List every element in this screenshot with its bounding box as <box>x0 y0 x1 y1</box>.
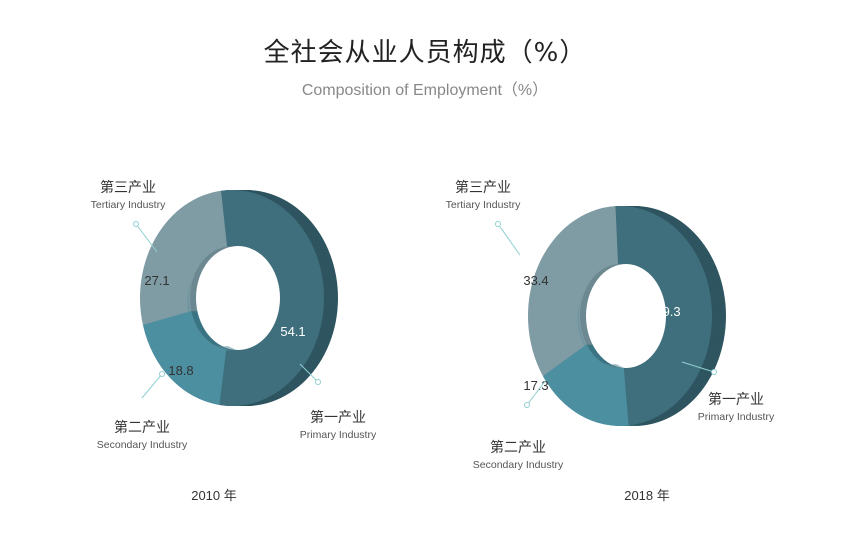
category-label-cn-secondary: 第二产业 <box>490 439 546 456</box>
slice-secondary <box>542 344 629 426</box>
slice-tertiary <box>140 190 227 325</box>
leader-line-primary <box>299 363 319 383</box>
leader-dot-tertiary <box>495 221 501 227</box>
leader-dot-secondary <box>524 402 530 408</box>
category-label-cn-tertiary: 第三产业 <box>100 179 156 196</box>
slice-tertiary <box>528 206 619 377</box>
value-label-secondary: 17.3 <box>523 378 548 393</box>
category-label-en-secondary: Secondary Industry <box>473 459 564 471</box>
donut-chart-2: 49.3 第一产业 Primary Industry 17.3 第二产业 Secondar… <box>446 179 775 503</box>
value-label-primary: 49.3 <box>655 304 680 319</box>
leader-line-secondary <box>526 379 547 406</box>
leader-dot-primary <box>315 379 321 385</box>
leader-line-tertiary <box>497 223 521 256</box>
donut-chart-1: 54.1 第一产业 Primary Industry 18.8 第二产业 Secondar… <box>91 179 377 503</box>
value-label-primary: 54.1 <box>280 324 305 339</box>
category-label-en-tertiary: Tertiary Industry <box>91 199 166 211</box>
category-label-en-primary: Primary Industry <box>698 411 775 423</box>
category-label-cn-secondary: 第二产业 <box>114 419 170 436</box>
leader-line-primary <box>681 361 715 373</box>
donut-hole <box>196 246 280 350</box>
value-label-secondary: 18.8 <box>168 363 193 378</box>
leader-dot-primary <box>711 369 717 375</box>
chart-subtitle: Composition of Employment（%） <box>301 82 549 99</box>
leader-dot-secondary <box>159 371 165 377</box>
leader-line-secondary <box>141 373 163 399</box>
category-label-cn-primary: 第一产业 <box>708 391 764 408</box>
donut-hole <box>586 264 666 368</box>
leader-dot-tertiary <box>133 221 139 227</box>
leader-line-tertiary <box>135 223 158 253</box>
slice-primary <box>219 190 324 406</box>
value-label-tertiary: 27.1 <box>144 273 169 288</box>
chart-title: 全社会从业人员构成（%） <box>263 38 587 68</box>
category-label-cn-primary: 第一产业 <box>310 409 366 426</box>
category-label-en-secondary: Secondary Industry <box>97 439 188 451</box>
slice-secondary <box>142 310 227 405</box>
category-label-en-tertiary: Tertiary Industry <box>446 199 521 211</box>
category-label-en-primary: Primary Industry <box>300 429 377 441</box>
category-label-cn-tertiary: 第三产业 <box>455 179 511 196</box>
year-label-2: 2018 年 <box>624 488 670 503</box>
year-label-1: 2010 年 <box>191 488 237 503</box>
value-label-tertiary: 33.4 <box>523 273 548 288</box>
